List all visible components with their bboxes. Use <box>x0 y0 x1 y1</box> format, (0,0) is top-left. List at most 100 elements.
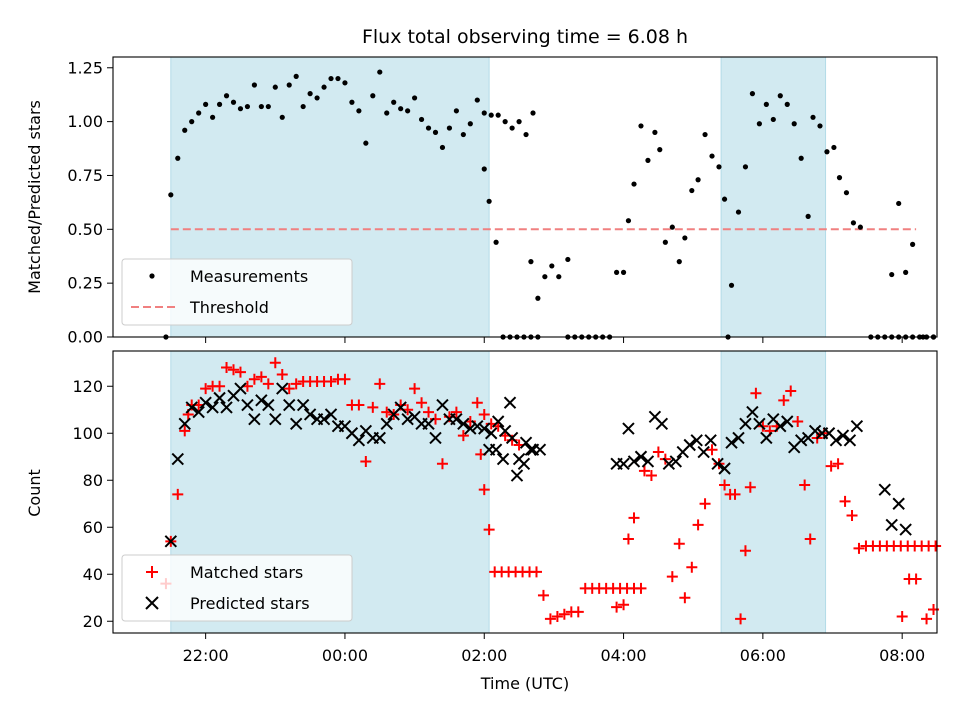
bottom-legend: Matched stars Predicted stars <box>121 554 353 622</box>
bottom-x-axis: 22:00 00:00 02:00 04:00 06:00 08:00 <box>183 633 925 665</box>
measurement-point <box>384 110 390 116</box>
predicted-star-marker <box>746 405 759 419</box>
matched-star-marker <box>622 533 634 545</box>
measurement-point <box>486 198 492 204</box>
predicted-star-marker <box>178 417 191 431</box>
predicted-star-marker <box>485 427 498 440</box>
measurement-point <box>638 123 644 129</box>
measurement-point <box>742 164 749 170</box>
predicted-star-marker <box>808 424 822 438</box>
measurement-point <box>549 263 555 269</box>
predicted-star-marker <box>760 431 773 445</box>
chart-title: Flux total observing time = 6.08 h <box>362 26 688 48</box>
predicted-star-marker <box>533 443 547 456</box>
matched-star-marker <box>921 613 933 625</box>
y-tick-label: 40 <box>83 565 103 584</box>
predicted-star-marker <box>781 415 794 428</box>
matched-stars-layer <box>160 357 942 625</box>
matched-star-marker <box>635 582 647 594</box>
predicted-star-marker <box>317 412 331 426</box>
predicted-star-marker <box>899 523 912 536</box>
measurement-point <box>756 121 762 127</box>
measurement-point <box>265 103 271 110</box>
matched-star-marker <box>325 376 337 388</box>
measurement-point <box>784 101 790 107</box>
matched-star-marker <box>339 373 351 385</box>
measurement-point <box>903 269 909 275</box>
y-tick-label: 0.00 <box>67 328 103 347</box>
measurement-point <box>335 75 341 82</box>
measurement-point <box>535 295 541 301</box>
measurement-point <box>721 196 728 202</box>
measurement-point <box>405 108 411 114</box>
matched-star-marker <box>172 488 184 500</box>
predicted-star-marker <box>289 417 303 431</box>
measurement-point <box>446 125 453 131</box>
matched-star-marker <box>200 383 212 395</box>
measurement-point <box>528 259 534 265</box>
predicted-star-marker <box>732 431 745 445</box>
matched-star-marker <box>409 383 421 395</box>
predicted-star-marker <box>234 382 247 395</box>
matched-star-marker <box>374 378 386 390</box>
predicted-star-marker <box>276 382 289 395</box>
matched-star-marker <box>457 430 469 442</box>
predicted-star-marker <box>199 396 212 409</box>
measurement-point <box>749 91 756 97</box>
measurement-point <box>493 239 499 245</box>
measurement-point <box>328 75 334 82</box>
measurement-point <box>168 192 174 198</box>
matched-star-marker <box>478 484 490 496</box>
predicted-star-marker <box>283 398 296 412</box>
predicted-star-marker <box>836 429 850 442</box>
y-tick-label: 120 <box>72 377 103 396</box>
measurement-point <box>377 69 383 75</box>
matched-star-marker <box>221 361 233 373</box>
measurement-point <box>363 140 369 146</box>
matched-star-marker <box>353 399 365 411</box>
measurement-point <box>523 131 529 138</box>
matched-star-marker <box>839 495 851 507</box>
predicted-star-marker <box>262 398 275 412</box>
legend-predicted-label: Predicted stars <box>190 594 310 613</box>
measurement-point <box>481 110 487 116</box>
predicted-star-marker <box>704 434 717 447</box>
matched-star-marker <box>234 366 246 378</box>
predicted-star-marker <box>269 412 282 426</box>
legend-threshold-label: Threshold <box>189 298 269 317</box>
top-legend-box <box>121 258 353 326</box>
predicted-star-marker <box>655 417 669 431</box>
predicted-star-marker <box>206 401 219 414</box>
predicted-star-marker <box>850 419 864 433</box>
predicted-star-marker <box>380 417 393 431</box>
predicted-star-marker <box>185 401 198 414</box>
matched-star-marker <box>628 512 640 524</box>
y-tick-label: 60 <box>83 518 103 537</box>
top-panel: 0.00 0.25 0.50 0.75 1.00 1.25 Matched/Predict… <box>25 56 938 347</box>
top-legend: Measurements Threshold <box>121 258 353 326</box>
predicted-star-marker <box>503 396 517 409</box>
predicted-star-marker <box>450 412 463 426</box>
measurement-point <box>279 114 285 120</box>
bottom-plot-frame <box>112 350 938 634</box>
measurement-point <box>702 131 708 138</box>
measurement-point <box>210 114 216 120</box>
measurement-point <box>805 213 811 219</box>
y-tick-label: 1.25 <box>67 58 103 77</box>
measurement-point <box>216 101 223 107</box>
predicted-star-marker <box>471 419 484 433</box>
measurement-point <box>910 241 916 247</box>
top-plot-frame <box>112 56 938 338</box>
x-tick-label: 06:00 <box>740 646 786 665</box>
predicted-star-marker <box>510 469 524 482</box>
predicted-star-marker <box>627 455 641 468</box>
measurement-point <box>453 108 459 114</box>
y-tick-label: 0.75 <box>67 166 103 185</box>
measurement-point <box>662 239 668 245</box>
predicted-star-marker <box>373 431 386 445</box>
predicted-star-marker <box>464 422 477 435</box>
predicted-star-marker <box>892 497 905 510</box>
top-y-axis-label: Matched/Predicted stars <box>25 100 44 294</box>
measurement-point <box>836 175 843 181</box>
matched-star-marker <box>269 357 281 369</box>
